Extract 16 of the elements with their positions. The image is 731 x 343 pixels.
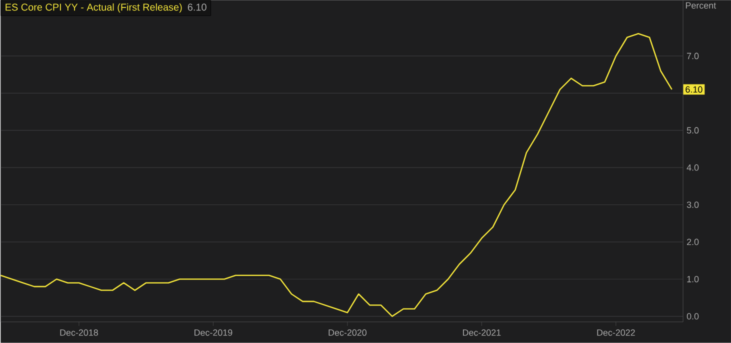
x-tick-label: Dec-2021 — [462, 329, 501, 336]
x-tick-label: Dec-2020 — [328, 329, 367, 336]
y-axis-title: Percent — [686, 2, 716, 9]
y-tick-label: 5.0 — [686, 127, 699, 134]
y-tick-label: 2.0 — [687, 238, 699, 246]
y-tick-label: 0.0 — [686, 313, 699, 320]
y-tick-label: 3.0 — [686, 202, 699, 208]
y-tick-label: 1.0 — [687, 276, 699, 282]
x-tick-label: Dec-2018 — [60, 329, 98, 336]
y-tick-label: 7.0 — [687, 52, 699, 60]
annotation: 6.10 — [188, 4, 206, 11]
x-tick-label: Dec-2019 — [194, 329, 232, 336]
data-label: 6.10 — [686, 86, 702, 93]
x-tick-label: Dec-2022 — [597, 329, 635, 336]
text: ES Core CPI YY - Actual (First Release) — [6, 3, 182, 13]
y-tick-label: 4.0 — [686, 164, 699, 171]
